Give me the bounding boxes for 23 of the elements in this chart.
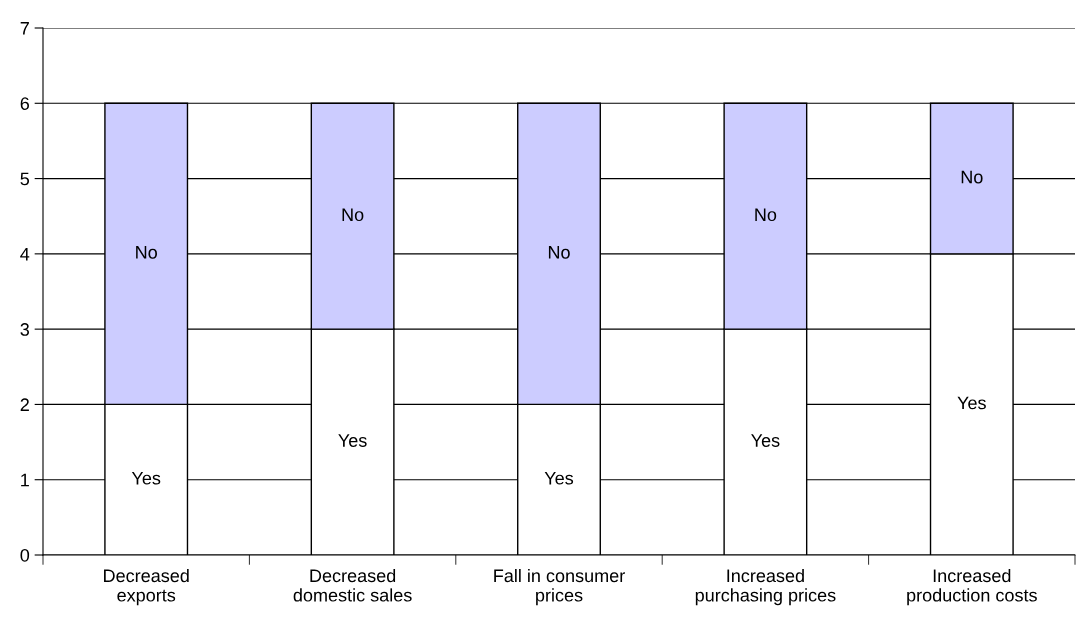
- x-tick-label: Decreased exports: [104, 568, 189, 606]
- text: No: [548, 246, 570, 259]
- text: Yes: [338, 434, 367, 447]
- y-tick-label: 1: [21, 473, 29, 487]
- y-tick-label: 3: [20, 323, 30, 336]
- y-tick-label: 4: [20, 247, 30, 261]
- x-tick-label: Increased production costs: [907, 568, 1037, 606]
- y-tick-label: 7: [20, 22, 29, 35]
- x-tick-label: Increased purchasing prices: [695, 568, 836, 606]
- series-label: Yes: [544, 471, 574, 485]
- text: No: [342, 208, 364, 222]
- y-tick-label: 6: [20, 97, 30, 111]
- x-tick-label: Decreased domestic sales: [293, 568, 412, 602]
- text: Yes: [751, 434, 780, 447]
- y-tick-label: 0: [20, 548, 30, 562]
- text: Yes: [957, 396, 986, 410]
- text: No: [961, 170, 983, 184]
- y-tick-label: 2: [20, 398, 29, 411]
- text: Yes: [131, 471, 161, 485]
- x-tick-label: Fall in consumer prices: [494, 568, 625, 606]
- series-label: No: [136, 246, 157, 259]
- text: No: [755, 208, 777, 222]
- y-tick-label: 5: [20, 172, 30, 186]
